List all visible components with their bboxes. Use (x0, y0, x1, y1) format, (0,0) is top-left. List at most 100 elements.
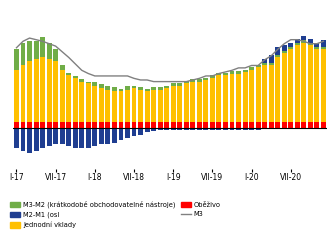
Bar (92, 86, 97, 122)
Bar (138, 87, 143, 90)
Bar (125, 122, 130, 128)
Bar (269, 122, 274, 128)
Bar (53, 122, 58, 128)
Bar (262, 65, 267, 122)
Bar (47, 59, 51, 122)
Bar (118, 122, 123, 128)
Bar (164, 128, 169, 130)
Bar (60, 122, 65, 128)
Bar (53, 128, 58, 144)
Bar (112, 91, 117, 122)
Bar (288, 122, 293, 128)
Bar (308, 122, 313, 128)
Bar (236, 128, 241, 130)
Bar (190, 128, 195, 130)
Bar (112, 87, 117, 91)
Bar (27, 62, 32, 122)
Bar (197, 79, 202, 82)
Bar (47, 122, 51, 128)
Bar (118, 89, 123, 91)
Bar (295, 43, 300, 45)
Bar (275, 57, 280, 122)
Bar (14, 122, 19, 128)
Bar (216, 122, 221, 128)
Bar (151, 128, 156, 131)
Bar (249, 67, 254, 69)
Bar (216, 128, 221, 130)
Bar (184, 122, 189, 128)
Bar (47, 128, 51, 146)
Bar (60, 65, 65, 69)
Bar (177, 122, 182, 128)
Bar (164, 88, 169, 122)
Bar (99, 84, 104, 88)
Bar (138, 122, 143, 128)
Bar (79, 128, 84, 149)
Bar (190, 122, 195, 128)
Bar (197, 122, 202, 128)
Bar (197, 128, 202, 130)
Bar (190, 82, 195, 122)
Bar (308, 43, 313, 45)
Bar (256, 128, 261, 130)
Bar (230, 73, 234, 122)
Bar (47, 43, 51, 59)
Bar (20, 65, 25, 122)
Bar (177, 86, 182, 122)
Bar (132, 128, 137, 136)
Bar (171, 122, 176, 128)
Bar (256, 122, 261, 128)
Bar (92, 82, 97, 86)
Bar (177, 128, 182, 130)
Bar (282, 53, 287, 122)
Bar (73, 122, 78, 128)
Bar (236, 71, 241, 73)
Bar (106, 86, 110, 90)
Bar (34, 122, 39, 128)
Bar (314, 43, 319, 47)
Bar (106, 90, 110, 122)
Bar (112, 128, 117, 143)
Bar (275, 55, 280, 57)
Bar (53, 49, 58, 62)
Bar (14, 49, 19, 69)
Bar (301, 40, 306, 43)
Bar (34, 128, 39, 151)
Bar (66, 128, 71, 146)
Bar (20, 122, 25, 128)
Bar (132, 88, 137, 122)
Bar (184, 128, 189, 130)
Bar (99, 128, 104, 144)
Bar (60, 128, 65, 144)
Bar (106, 128, 110, 144)
Bar (223, 122, 228, 128)
Bar (184, 83, 189, 122)
Bar (236, 122, 241, 128)
Bar (295, 45, 300, 122)
Bar (158, 90, 163, 122)
Bar (230, 122, 234, 128)
Bar (106, 122, 110, 128)
Bar (34, 41, 39, 59)
Bar (158, 87, 163, 90)
Bar (203, 78, 208, 80)
Bar (321, 40, 326, 47)
Bar (53, 62, 58, 122)
Bar (256, 67, 261, 122)
Bar (210, 128, 215, 130)
Bar (275, 122, 280, 128)
Bar (223, 73, 228, 75)
Bar (40, 57, 45, 122)
Bar (308, 45, 313, 122)
Bar (321, 47, 326, 49)
Bar (14, 128, 19, 149)
Bar (210, 75, 215, 78)
Bar (79, 122, 84, 128)
Bar (118, 128, 123, 140)
Bar (171, 83, 176, 86)
Bar (145, 122, 149, 128)
Bar (99, 122, 104, 128)
Bar (262, 59, 267, 63)
Bar (295, 122, 300, 128)
Bar (158, 122, 163, 128)
